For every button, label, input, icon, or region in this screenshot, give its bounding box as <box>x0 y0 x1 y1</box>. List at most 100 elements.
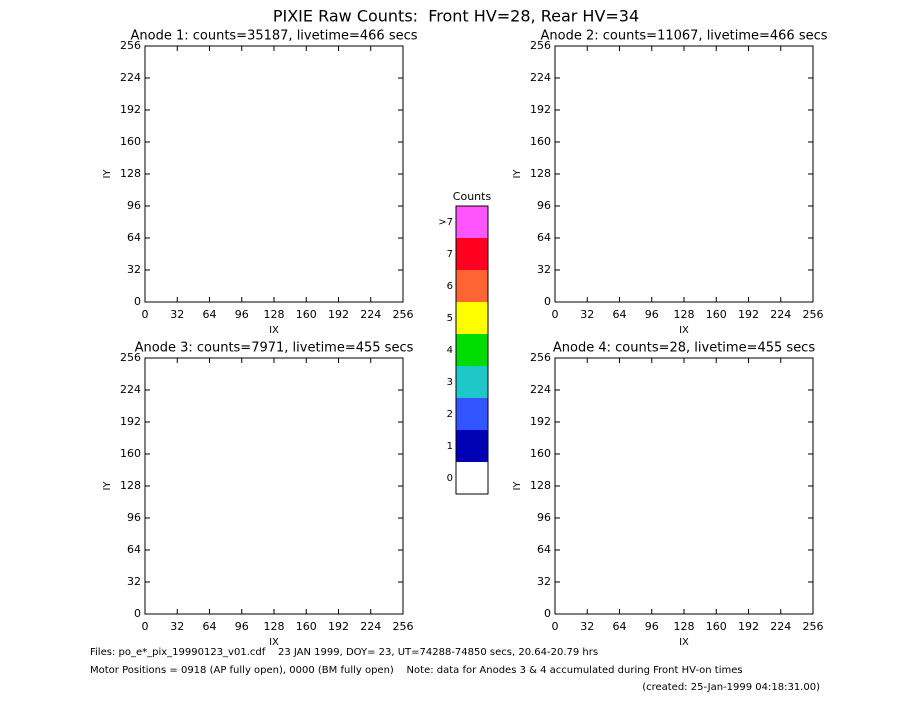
y-tick-label: 96 <box>537 511 551 524</box>
colorbar-swatch <box>456 206 488 238</box>
y-tick-label: 224 <box>530 383 551 396</box>
y-tick-label: 96 <box>537 199 551 212</box>
colorbar-label: 5 <box>447 313 453 324</box>
x-axis-label: IX <box>679 325 689 336</box>
panel-title: Anode 3: counts=7971, livetime=455 secs <box>135 341 414 356</box>
x-tick-label: 32 <box>170 620 184 633</box>
colorbar-label: 1 <box>447 441 453 452</box>
x-tick-label: 96 <box>645 620 659 633</box>
x-tick-label: 0 <box>142 308 149 321</box>
x-tick-label: 96 <box>235 620 249 633</box>
y-tick-label: 192 <box>120 415 141 428</box>
x-tick-label: 64 <box>203 620 217 633</box>
colorbar-label: 0 <box>447 473 453 484</box>
y-tick-label: 32 <box>537 575 551 588</box>
x-tick-label: 128 <box>264 620 285 633</box>
x-tick-label: 64 <box>613 620 627 633</box>
y-tick-label: 192 <box>530 103 551 116</box>
footer-motor: Motor Positions = 0918 (AP fully open), … <box>90 665 743 676</box>
y-tick-label: 256 <box>530 351 551 364</box>
x-tick-label: 256 <box>393 308 414 321</box>
x-tick-label: 128 <box>674 620 695 633</box>
x-axis-label: IX <box>269 325 279 336</box>
y-tick-label: 0 <box>544 607 551 620</box>
colorbar-swatch <box>456 366 488 398</box>
colorbar-frame <box>455 205 489 495</box>
x-tick-label: 32 <box>580 620 594 633</box>
y-tick-label: 0 <box>134 607 141 620</box>
y-tick-label: 128 <box>530 479 551 492</box>
x-tick-label: 224 <box>360 620 381 633</box>
y-tick-label: 128 <box>530 167 551 180</box>
footer-created: (created: 25-Jan-1999 04:18:31.00) <box>642 682 820 693</box>
x-tick-label: 224 <box>770 308 791 321</box>
colorbar-title: Counts <box>453 190 492 203</box>
y-tick-label: 256 <box>530 39 551 52</box>
colorbar-swatch <box>456 270 488 302</box>
colorbar-label: 6 <box>447 281 453 292</box>
colorbar-label: 3 <box>447 377 453 388</box>
y-tick-label: 192 <box>530 415 551 428</box>
x-tick-label: 32 <box>580 308 594 321</box>
x-tick-label: 160 <box>706 308 727 321</box>
x-tick-label: 192 <box>328 308 349 321</box>
y-tick-label: 32 <box>127 575 141 588</box>
x-tick-label: 160 <box>296 308 317 321</box>
x-tick-label: 224 <box>360 308 381 321</box>
x-tick-label: 192 <box>738 620 759 633</box>
x-tick-label: 96 <box>645 308 659 321</box>
panel-title: Anode 4: counts=28, livetime=455 secs <box>553 341 815 356</box>
colorbar-swatch <box>456 430 488 462</box>
colorbar-label: 4 <box>447 345 453 356</box>
x-tick-label: 128 <box>264 308 285 321</box>
colorbar-label: 2 <box>447 409 453 420</box>
y-tick-label: 256 <box>120 39 141 52</box>
y-tick-label: 64 <box>537 543 551 556</box>
y-tick-label: 224 <box>530 71 551 84</box>
colorbar-swatch <box>456 302 488 334</box>
x-tick-label: 64 <box>203 308 217 321</box>
x-tick-label: 160 <box>706 620 727 633</box>
colorbar-swatch <box>456 238 488 270</box>
y-tick-label: 96 <box>127 511 141 524</box>
y-tick-label: 128 <box>120 167 141 180</box>
y-axis-label: IY <box>102 481 113 491</box>
colorbar-label: >7 <box>438 217 453 228</box>
x-tick-label: 0 <box>552 308 559 321</box>
y-tick-label: 224 <box>120 71 141 84</box>
y-tick-label: 32 <box>127 263 141 276</box>
x-tick-label: 192 <box>738 308 759 321</box>
x-axis-label: IX <box>679 637 689 648</box>
y-tick-label: 32 <box>537 263 551 276</box>
colorbar-swatch <box>456 398 488 430</box>
y-tick-label: 0 <box>134 295 141 308</box>
y-axis-label: IY <box>512 481 523 491</box>
plot-frame <box>144 45 404 303</box>
footer-files: Files: po_e*_pix_19990123_v01.cdf 23 JAN… <box>90 647 598 658</box>
y-tick-label: 160 <box>530 135 551 148</box>
plot-frame <box>144 357 404 615</box>
x-tick-label: 0 <box>552 620 559 633</box>
y-tick-label: 128 <box>120 479 141 492</box>
x-tick-label: 192 <box>328 620 349 633</box>
colorbar-label: 7 <box>447 249 453 260</box>
y-axis-label: IY <box>102 169 113 179</box>
y-tick-label: 0 <box>544 295 551 308</box>
x-tick-label: 96 <box>235 308 249 321</box>
x-tick-label: 0 <box>142 620 149 633</box>
x-tick-label: 256 <box>803 620 824 633</box>
plot-frame <box>554 45 814 303</box>
colorbar-swatch <box>456 462 488 494</box>
y-axis-label: IY <box>512 169 523 179</box>
y-tick-label: 64 <box>127 543 141 556</box>
panel-title: Anode 2: counts=11067, livetime=466 secs <box>540 29 827 44</box>
y-tick-label: 192 <box>120 103 141 116</box>
x-axis-label: IX <box>269 637 279 648</box>
x-tick-label: 256 <box>803 308 824 321</box>
x-tick-label: 128 <box>674 308 695 321</box>
y-tick-label: 224 <box>120 383 141 396</box>
x-tick-label: 32 <box>170 308 184 321</box>
y-tick-label: 64 <box>127 231 141 244</box>
x-tick-label: 256 <box>393 620 414 633</box>
